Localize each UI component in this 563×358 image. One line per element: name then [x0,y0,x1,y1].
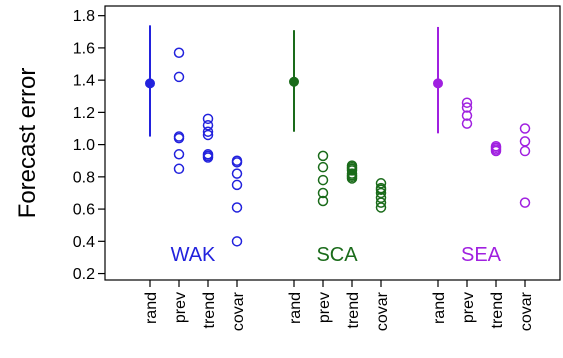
y-tick-label: 1.4 [73,73,95,90]
data-point [317,161,329,173]
data-point [375,202,387,213]
y-tick-label: 1.0 [73,137,95,154]
y-tick-label: 0.2 [73,266,95,283]
mean-point [289,76,299,87]
data-point [519,136,531,147]
x-tick-label: covar [230,291,247,331]
data-point [231,168,243,179]
x-tick-label: prev [460,292,477,323]
x-tick-label: trend [345,292,362,328]
group-wak: WAK [145,25,243,266]
x-tick-label: rand [287,292,304,324]
data-point [202,152,214,163]
data-point [346,173,358,184]
mean-point [145,78,155,89]
data-point [317,150,329,162]
x-tick-label: covar [374,291,391,331]
x-axis: rand prev trend covar rand prev trend covar rand… [143,280,535,331]
data-point [202,129,214,141]
data-point [202,113,214,125]
y-tick-label: 1.8 [73,8,95,25]
group-label: SCA [316,244,358,266]
series-groups: WAK SCA SEA [145,25,531,266]
data-point [519,145,531,157]
y-axis-label: Forecast error [14,68,41,219]
x-tick-label: trend [201,292,218,328]
data-point [173,163,185,175]
data-point [375,184,387,195]
data-point [461,118,473,129]
x-tick-label: rand [143,292,160,324]
y-tick-label: 0.8 [73,169,95,186]
data-point [231,236,243,247]
x-tick-label: rand [431,292,448,324]
data-point [461,110,473,121]
y-tick-label: 1.6 [73,40,95,57]
group-sea: SEA [433,26,531,266]
x-tick-label: trend [489,292,506,328]
group-sca: SCA [289,30,387,266]
group-label: WAK [171,244,216,266]
data-point [231,202,243,213]
data-point [317,187,329,199]
group-label: SEA [461,244,502,266]
data-point [173,149,185,160]
data-point [173,47,185,58]
data-point [461,102,473,113]
y-axis: 0.2 0.4 0.6 0.8 1.0 1.2 1.4 1.6 1.8 [73,8,105,283]
data-point [202,126,214,137]
y-tick-label: 0.6 [73,202,95,219]
y-tick-label: 0.4 [73,234,95,251]
data-point [519,123,531,134]
x-tick-label: prev [172,292,189,323]
data-point [317,174,329,186]
data-point [173,71,185,83]
mean-point [433,78,443,89]
data-point [317,195,329,207]
data-point [346,165,358,176]
data-point [173,132,185,144]
data-point [461,97,473,108]
data-point [231,157,243,168]
plot-frame [104,5,561,281]
x-tick-label: prev [316,292,333,323]
y-tick-label: 1.2 [73,105,95,122]
data-point [490,145,502,157]
data-point [519,197,531,208]
data-point [375,197,387,208]
data-point [231,179,243,191]
x-tick-label: covar [518,291,535,331]
